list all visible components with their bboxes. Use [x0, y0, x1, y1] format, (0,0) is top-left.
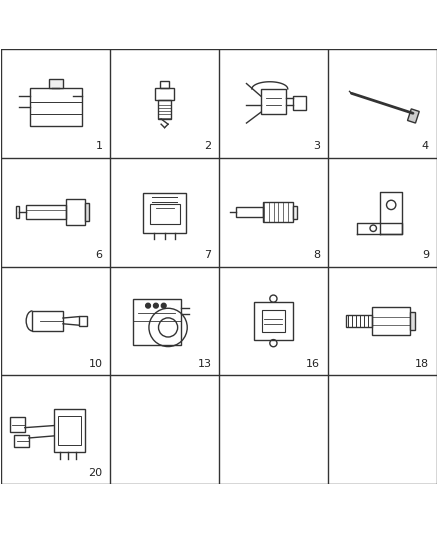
Bar — [30, 87, 82, 126]
Text: 6: 6 — [95, 250, 102, 260]
Text: 8: 8 — [313, 250, 320, 260]
Bar — [54, 409, 85, 453]
Bar — [11, 417, 25, 432]
Bar — [58, 416, 81, 446]
Text: 4: 4 — [422, 141, 429, 151]
Bar — [254, 302, 293, 340]
Bar — [26, 205, 66, 219]
Text: 9: 9 — [422, 250, 429, 260]
Text: 13: 13 — [198, 359, 212, 369]
Bar — [133, 299, 181, 345]
Bar — [158, 100, 171, 119]
Bar — [263, 202, 293, 222]
Circle shape — [161, 303, 166, 308]
Bar — [16, 206, 19, 219]
Bar — [160, 82, 169, 87]
Bar — [143, 193, 186, 233]
Circle shape — [146, 303, 150, 308]
Text: 18: 18 — [415, 359, 429, 369]
Bar — [293, 206, 297, 219]
Bar — [407, 109, 419, 123]
Bar — [346, 315, 372, 327]
Bar — [261, 89, 286, 114]
Bar — [32, 311, 63, 331]
Text: 20: 20 — [88, 467, 102, 478]
Bar — [410, 312, 414, 330]
Bar — [262, 310, 285, 332]
Bar — [236, 207, 263, 217]
Bar — [79, 316, 87, 326]
Text: 16: 16 — [306, 359, 320, 369]
Bar — [66, 199, 85, 225]
Circle shape — [153, 303, 158, 308]
Text: 1: 1 — [95, 141, 102, 151]
Bar — [149, 204, 180, 223]
Text: 10: 10 — [88, 359, 102, 369]
Text: 7: 7 — [204, 250, 212, 260]
Bar — [293, 96, 306, 110]
Text: 2: 2 — [204, 141, 212, 151]
Bar — [49, 79, 63, 87]
Bar — [155, 87, 174, 100]
Bar — [14, 435, 29, 447]
Bar — [372, 307, 410, 335]
Bar — [85, 204, 89, 221]
Text: 3: 3 — [313, 141, 320, 151]
